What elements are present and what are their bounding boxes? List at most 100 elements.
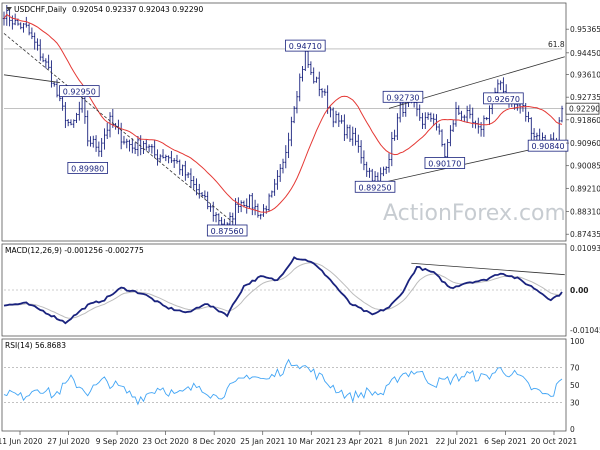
ohlc-bar bbox=[27, 23, 31, 36]
ohlc-bar bbox=[485, 117, 488, 121]
price-tick-label: 0.92735 bbox=[570, 93, 600, 102]
price-tick-label: 0.91860 bbox=[570, 116, 600, 125]
ohlc-bar bbox=[468, 104, 472, 119]
ohlc-bar bbox=[206, 191, 209, 210]
ohlc-bar bbox=[136, 135, 140, 157]
watermark-text: ActionForex.com bbox=[383, 201, 566, 226]
ohlc-bar bbox=[560, 105, 564, 123]
ohlc-bar bbox=[237, 197, 240, 214]
ohlc-bar bbox=[482, 115, 486, 137]
ohlc-bar bbox=[251, 193, 254, 216]
ohlc-bar bbox=[161, 149, 165, 159]
ohlc-bar bbox=[323, 88, 327, 96]
ohlc-bar bbox=[186, 172, 190, 179]
ohlc-bar bbox=[39, 39, 42, 61]
x-tick-label: 9 Sep 2020 bbox=[96, 437, 139, 446]
ohlc-bar bbox=[234, 198, 237, 225]
ohlc-bar bbox=[69, 119, 73, 126]
x-tick-label: 25 Jan 2021 bbox=[240, 437, 285, 446]
ohlc-bar bbox=[131, 138, 134, 154]
ohlc-bar bbox=[530, 117, 533, 140]
ohlc-bar bbox=[345, 124, 349, 139]
price-tick-label: 0.89210 bbox=[570, 184, 600, 193]
ohlc-bar bbox=[175, 154, 179, 164]
ohlc-bar bbox=[348, 124, 352, 142]
ohlc-bar bbox=[320, 88, 324, 98]
trend-line-3 bbox=[3, 74, 60, 83]
ohlc-bar bbox=[298, 73, 301, 102]
moving-average-line bbox=[3, 13, 563, 213]
ohlc-bar bbox=[83, 91, 87, 124]
price-plot: 61.8 0.94710 0.92950 0.89980 0.87560 0.92730 0… bbox=[2, 5, 569, 237]
ohlc-bar bbox=[527, 111, 530, 123]
ohlc-bar bbox=[139, 135, 142, 156]
pivot-label-6: 0.90170 bbox=[424, 157, 466, 169]
ohlc-bar bbox=[385, 166, 388, 174]
price-tick-label: 0.88310 bbox=[570, 208, 600, 217]
ohlc-bar bbox=[97, 141, 101, 157]
ohlc-bar bbox=[253, 199, 257, 216]
ohlc-bar bbox=[457, 105, 460, 116]
ohlc-bar bbox=[245, 198, 248, 214]
macd-tick-label: -0.010459 bbox=[570, 326, 600, 335]
rsi-tick-label: 50 bbox=[570, 381, 580, 390]
pivot-label-7: 0.92670 bbox=[483, 92, 524, 105]
ohlc-bar bbox=[145, 139, 148, 151]
ohlc-bar bbox=[279, 163, 282, 182]
ohlc-bar bbox=[382, 166, 385, 177]
price-tick-label: 0.90085 bbox=[570, 162, 600, 171]
pivot-label-text: 0.92670 bbox=[487, 95, 520, 104]
ohlc-bar bbox=[178, 159, 181, 175]
ohlc-bar bbox=[354, 127, 357, 146]
ohlc-bar bbox=[50, 60, 53, 88]
ohlc-bar bbox=[22, 22, 25, 33]
pivot-label-8: 0.90840 bbox=[527, 139, 569, 152]
x-tick-label: 11 Jun 2020 bbox=[0, 437, 43, 446]
x-tick-label: 20 Oct 2021 bbox=[531, 437, 578, 446]
x-tick-label: 6 Sep 2021 bbox=[484, 437, 527, 446]
ohlc-bar bbox=[212, 201, 215, 222]
current-price-label: 0.92290 bbox=[569, 105, 600, 114]
ohlc-bar bbox=[309, 61, 313, 75]
ohlc-bar bbox=[30, 27, 34, 40]
ohlc-bar bbox=[438, 123, 441, 135]
ohlc-bar bbox=[92, 135, 95, 148]
x-tick-label: 10 Mar 2021 bbox=[287, 437, 335, 446]
x-tick-label: 27 Jul 2020 bbox=[47, 437, 90, 446]
pivot-label-text: 0.89980 bbox=[71, 164, 104, 173]
ohlc-bar bbox=[398, 100, 402, 123]
macd-signal-line bbox=[3, 262, 563, 319]
macd-panel-frame bbox=[1, 243, 567, 337]
pivot-label-4: 0.92730 bbox=[382, 90, 424, 103]
ohlc-bar bbox=[295, 91, 299, 114]
ohlc-bar bbox=[147, 144, 151, 152]
ohlc-bar bbox=[167, 155, 170, 164]
ohlc-bar bbox=[13, 13, 17, 26]
ohlc-bar bbox=[184, 160, 187, 181]
ohlc-bar bbox=[66, 119, 70, 127]
ohlc-bar bbox=[25, 16, 28, 28]
ohlc-bar bbox=[337, 112, 340, 127]
macd-tick-label: 0.010935 bbox=[570, 244, 600, 253]
ohlc-bar bbox=[53, 81, 56, 87]
ohlc-bar bbox=[5, 5, 8, 26]
ohlc-bar bbox=[393, 129, 396, 141]
ohlc-bar bbox=[471, 107, 474, 128]
ohlc-bar bbox=[488, 105, 491, 126]
price-tick-label: 0.87435 bbox=[570, 230, 600, 239]
pivot-label-2: 0.89980 bbox=[67, 162, 108, 174]
ohlc-bar bbox=[72, 119, 75, 128]
ohlc-bar bbox=[47, 54, 50, 70]
rsi-tick-label: 30 bbox=[570, 399, 580, 408]
ohlc-bar bbox=[198, 183, 201, 199]
ohlc-bar bbox=[78, 101, 81, 121]
chart-title: USDCHF,Daily bbox=[14, 5, 67, 14]
ohlc-bar bbox=[287, 132, 290, 159]
ohlc-bar bbox=[259, 213, 262, 220]
pivot-label-text: 0.94710 bbox=[289, 42, 322, 51]
pivot-label-text: 0.92950 bbox=[63, 88, 96, 97]
ohlc-bar bbox=[64, 102, 67, 129]
pivot-label-3: 0.87560 bbox=[206, 224, 248, 237]
ohlc-bar bbox=[334, 110, 338, 124]
ohlc-bar bbox=[133, 142, 137, 154]
